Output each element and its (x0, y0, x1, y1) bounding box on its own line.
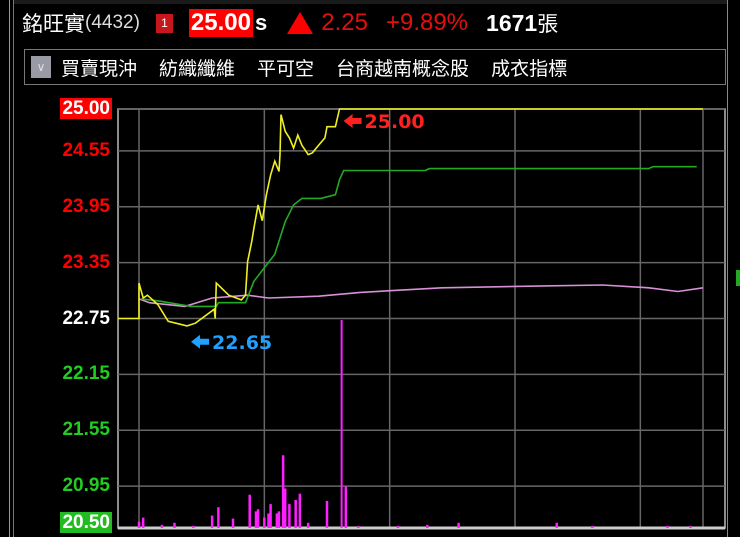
y-tick-text: 21.55 (62, 419, 110, 441)
price-change: 2.25 (321, 9, 368, 36)
right-frame (727, 0, 728, 537)
chevron-down-icon[interactable]: ∨ (31, 56, 51, 78)
y-tick-text: 25.00 (60, 98, 112, 119)
y-tick-label: 22.75 (14, 308, 112, 330)
y-tick-label: 23.35 (14, 252, 112, 274)
arrow-left-icon (343, 114, 362, 128)
volume-unit: 張 (537, 13, 559, 36)
tag-vietnam-concept[interactable]: 台商越南概念股 (336, 58, 470, 80)
y-tick-label: 20.95 (14, 475, 112, 497)
y-tick-text: 23.35 (62, 251, 110, 273)
y-tick-text: 22.75 (62, 307, 110, 329)
average-line (141, 165, 697, 308)
y-tick-text: 20.95 (62, 475, 110, 497)
price-suffix: s (254, 10, 268, 35)
total-volume: 1671 (486, 9, 538, 36)
y-tick-text: 20.50 (60, 512, 112, 533)
tag-apparel[interactable]: 成衣指標 (491, 58, 568, 80)
left-frame (9, 0, 14, 537)
y-tick-text: 22.15 (62, 363, 110, 385)
stock-name[interactable]: 銘旺實 (22, 13, 85, 36)
y-tick-text: 23.95 (62, 195, 110, 217)
tag-short-sell[interactable]: 平可空 (257, 58, 315, 80)
y-tick-label: 22.15 (14, 363, 112, 385)
side-indicator (736, 270, 740, 286)
price-line (118, 108, 703, 327)
last-price: 25.00 (188, 9, 253, 37)
top-strip (14, 0, 727, 4)
y-tick-label: 24.55 (14, 140, 112, 162)
arrow-left-icon (191, 334, 210, 349)
tag-textile[interactable]: 紡織纖維 (159, 58, 236, 80)
reference-line (138, 284, 704, 308)
low-price-label: 22.65 (212, 332, 272, 354)
tag-toolbar: ∨ 買賣現沖 紡織纖維 平可空 台商越南概念股 成衣指標 (24, 49, 726, 85)
quote-header: 銘旺實 (4432) 1 25.00 s 2.25 +9.89% 1671 張 (22, 8, 558, 38)
stock-code: (4432) (85, 12, 140, 33)
y-tick-label: 23.95 (14, 196, 112, 218)
y-tick-text: 24.55 (62, 139, 110, 161)
up-triangle-icon (287, 12, 314, 34)
y-tick-label: 21.55 (14, 419, 112, 441)
market-badge: 1 (155, 13, 173, 33)
change-percent: +9.89% (385, 9, 469, 36)
y-tick-label: 25.00 (14, 98, 112, 120)
high-price-label: 25.00 (365, 111, 425, 133)
y-tick-label: 20.50 (14, 512, 112, 534)
tag-day-trade[interactable]: 買賣現沖 (61, 58, 138, 80)
